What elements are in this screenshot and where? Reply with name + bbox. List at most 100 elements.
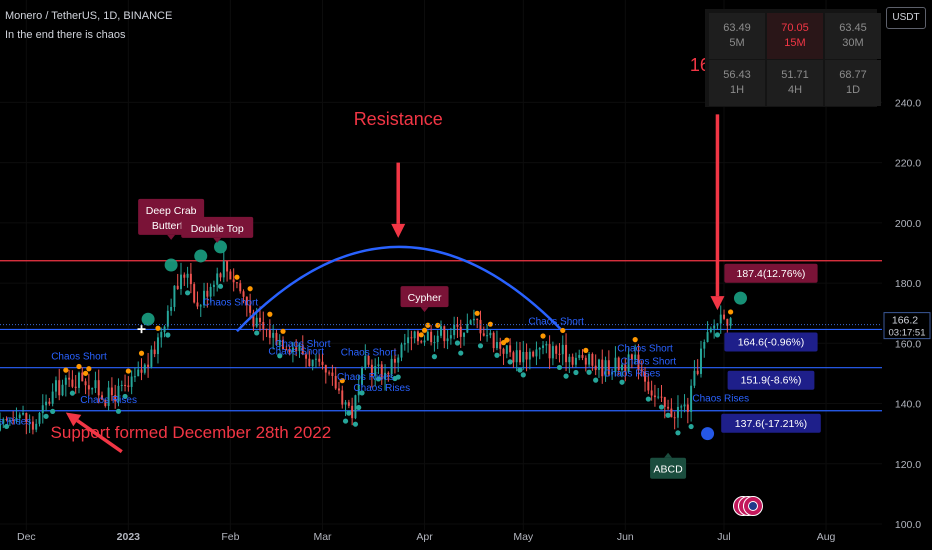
low-dot bbox=[645, 396, 651, 402]
candle-up bbox=[505, 345, 508, 354]
teal-marker bbox=[194, 249, 208, 263]
candle-down bbox=[242, 291, 245, 297]
high-dot bbox=[155, 325, 161, 331]
candle-up bbox=[463, 332, 466, 337]
candle-down bbox=[591, 353, 594, 366]
candle-up bbox=[453, 324, 456, 336]
pattern-label-text: Double Top bbox=[191, 223, 244, 235]
symbol-title[interactable]: Monero / TetherUS, 1D, BINANCE bbox=[5, 10, 173, 22]
candle-up bbox=[160, 331, 163, 338]
rsi-timeframe: 5M bbox=[729, 37, 745, 49]
candle-up bbox=[472, 318, 475, 321]
candle-down bbox=[726, 318, 729, 326]
indicator-subtitle[interactable]: In the end there is chaos bbox=[5, 29, 126, 41]
signal-label: Chaos Short bbox=[51, 351, 107, 362]
candle-down bbox=[502, 348, 505, 354]
candle-up bbox=[117, 385, 120, 402]
candle-up bbox=[446, 338, 449, 342]
low-dot bbox=[658, 404, 665, 410]
candle-up bbox=[574, 357, 577, 365]
high-dot bbox=[63, 367, 69, 373]
candle-up bbox=[634, 354, 637, 360]
candle-up bbox=[354, 395, 357, 419]
candle-up bbox=[35, 423, 38, 430]
indicator-logo-icon[interactable] bbox=[733, 496, 763, 518]
high-dot bbox=[234, 274, 240, 280]
candle-up bbox=[440, 326, 442, 336]
time-tick-label: Dec bbox=[17, 531, 36, 543]
candle-down bbox=[370, 364, 373, 376]
candle-up bbox=[486, 335, 489, 337]
candle-down bbox=[571, 356, 574, 365]
candle-down bbox=[219, 273, 222, 278]
high-dot bbox=[86, 366, 92, 372]
candle-down bbox=[584, 357, 587, 365]
high-dot bbox=[267, 311, 273, 317]
candle-down bbox=[410, 337, 413, 339]
currency-selector[interactable]: USDT bbox=[886, 7, 926, 29]
candle-down bbox=[518, 350, 521, 363]
low-dot bbox=[507, 359, 513, 365]
candle-up bbox=[588, 353, 591, 365]
candle-up bbox=[15, 418, 18, 421]
candle-down bbox=[68, 377, 71, 380]
time-tick-label: Mar bbox=[313, 531, 332, 543]
pattern-label-pointer bbox=[167, 234, 176, 240]
high-dot bbox=[418, 332, 424, 338]
rsi-value: 63.45 bbox=[839, 22, 867, 34]
candle-up bbox=[38, 412, 41, 424]
high-dot bbox=[583, 347, 589, 353]
annotation-arrow-head bbox=[391, 223, 406, 238]
candle-up bbox=[222, 261, 225, 278]
candle-down bbox=[459, 326, 462, 337]
candle-down bbox=[58, 380, 61, 396]
high-dot bbox=[138, 350, 145, 356]
candle-up bbox=[173, 285, 176, 307]
low-dot bbox=[619, 379, 625, 385]
level-label-box bbox=[724, 263, 818, 283]
rsi-value: 70.05 bbox=[781, 22, 809, 34]
level-label-box bbox=[724, 332, 818, 352]
low-dot bbox=[115, 408, 122, 414]
candle-up bbox=[311, 359, 314, 367]
level-label-text: 164.6(-0.96%) bbox=[738, 336, 805, 348]
candle-up bbox=[538, 347, 541, 350]
pattern-label-box bbox=[400, 286, 449, 308]
signal-label: Chaos Rises bbox=[80, 395, 137, 406]
candle-down bbox=[456, 324, 459, 327]
teal-marker bbox=[214, 240, 227, 254]
candle-up bbox=[2, 419, 5, 424]
candle-down bbox=[341, 390, 344, 405]
low-dot bbox=[254, 330, 260, 336]
candle-up bbox=[364, 355, 367, 368]
price-tick-label: 160.0 bbox=[895, 338, 921, 350]
candle-down bbox=[97, 380, 100, 396]
candle-up bbox=[719, 314, 722, 324]
low-dot bbox=[477, 343, 484, 349]
candle-up bbox=[137, 369, 140, 377]
high-dot bbox=[247, 286, 253, 292]
candle-up bbox=[212, 284, 215, 287]
candle-up bbox=[107, 387, 110, 406]
rsi-timeframe: 4H bbox=[787, 84, 803, 96]
candle-up bbox=[143, 364, 146, 373]
candle-down bbox=[393, 358, 396, 363]
low-dot bbox=[352, 421, 359, 427]
candle-up bbox=[683, 404, 686, 407]
low-dot bbox=[593, 377, 599, 383]
candle-up bbox=[180, 274, 182, 289]
candle-down bbox=[25, 412, 28, 423]
candle-down bbox=[282, 339, 285, 350]
high-dot bbox=[504, 337, 510, 343]
high-dot bbox=[632, 337, 638, 343]
candle-down bbox=[334, 376, 337, 389]
candle-down bbox=[252, 312, 255, 327]
low-dot bbox=[688, 423, 694, 430]
level-label-text: 151.9(-8.6%) bbox=[741, 375, 802, 387]
price-tick-label: 140.0 bbox=[895, 399, 921, 411]
candle-down bbox=[565, 344, 568, 363]
candle-down bbox=[667, 406, 670, 409]
candle-up bbox=[291, 347, 294, 353]
